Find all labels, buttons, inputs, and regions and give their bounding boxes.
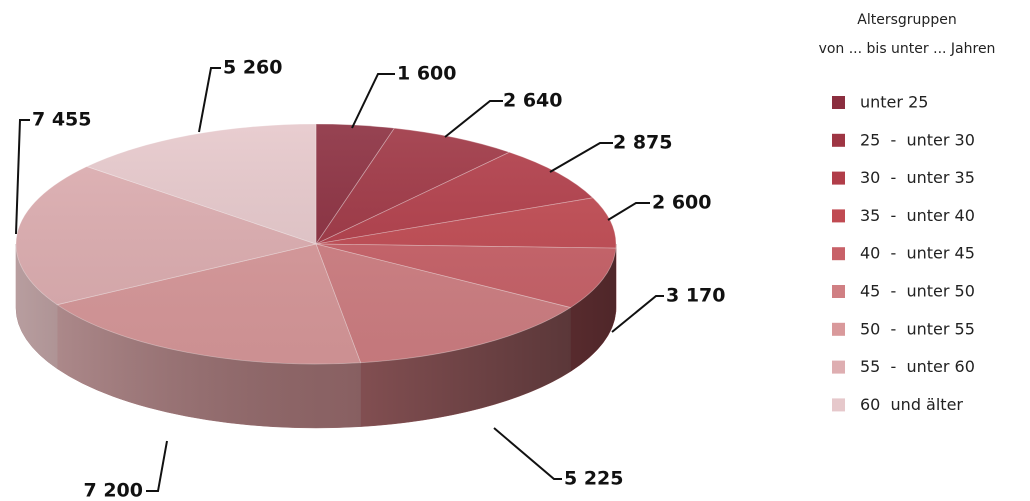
- legend-label-2: 30 - unter 35: [860, 168, 975, 187]
- legend-swatch-1: [832, 133, 845, 147]
- legend-swatch-5: [832, 285, 845, 298]
- pie-slices: [15, 123, 617, 365]
- data-label-7: 7 455: [32, 109, 92, 131]
- legend-swatch-0: [832, 96, 845, 109]
- legend-swatch-4: [832, 247, 845, 261]
- leader-line-7: [15, 119, 30, 235]
- legend-swatch-8: [832, 398, 845, 412]
- legend-label-4: 40 - unter 45: [860, 244, 975, 263]
- leader-line-5: [493, 427, 562, 480]
- leader-line-3: [607, 202, 650, 221]
- leader-line-6: [146, 440, 168, 492]
- leader-line-2: [549, 142, 613, 173]
- leader-lines: [15, 67, 664, 492]
- legend-label-8: 60 und älter: [860, 395, 963, 414]
- data-label-1: 2 640: [503, 90, 563, 112]
- legend-label-7: 55 - unter 60: [860, 357, 975, 376]
- data-label-6: 7 200: [84, 480, 144, 501]
- leader-line-8: [198, 67, 221, 133]
- leader-line-0: [351, 73, 395, 129]
- leader-line-1: [444, 100, 503, 138]
- data-label-5: 5 225: [564, 468, 624, 490]
- data-label-8: 5 260: [223, 57, 283, 79]
- pie-side: [15, 243, 617, 429]
- data-labels: 1 600 2 640 2 875 2 600 3 170 5 225 7 200 7 455…: [32, 57, 726, 501]
- legend-label-1: 25 - unter 30: [860, 130, 975, 149]
- pie-side-shading: [16, 244, 616, 428]
- legend-swatch-2: [832, 171, 845, 185]
- legend-label-3: 35 - unter 40: [860, 206, 975, 225]
- data-label-3: 2 600: [652, 192, 712, 214]
- data-label-0: 1 600: [397, 63, 457, 85]
- legend-title-line1: Altersgruppen: [857, 12, 956, 28]
- legend: Altersgruppen von ... bis unter ... Jahr…: [819, 12, 996, 414]
- data-label-2: 2 875: [613, 132, 673, 154]
- legend-swatch-7: [832, 360, 845, 374]
- legend-label-0: unter 25: [860, 93, 928, 112]
- legend-label-6: 50 - unter 55: [860, 319, 975, 338]
- leader-line-4: [611, 295, 664, 333]
- pie-top-shading: [16, 124, 616, 364]
- data-label-4: 3 170: [666, 285, 726, 307]
- legend-label-5: 45 - unter 50: [860, 282, 975, 301]
- legend-swatch-6: [832, 322, 845, 336]
- legend-title-line2: von ... bis unter ... Jahren: [819, 41, 996, 57]
- legend-swatch-3: [832, 209, 845, 223]
